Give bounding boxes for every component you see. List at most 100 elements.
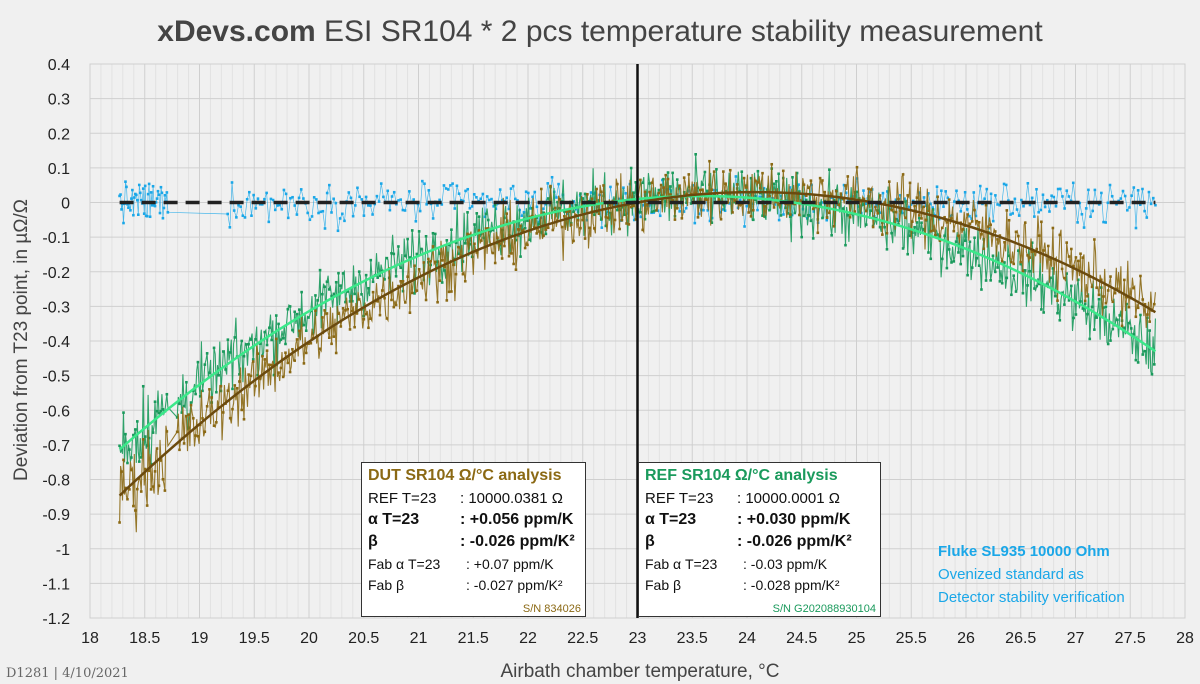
series-ref-point <box>821 216 824 220</box>
series-dut-point <box>436 300 439 304</box>
series-dut-point <box>805 194 808 198</box>
fluke-info-box: Fluke SL935 10000 Ohm Ovenized standard … <box>938 540 1178 609</box>
series-ref-point <box>1083 302 1087 306</box>
series-fluke-point <box>267 220 271 224</box>
series-dut-point <box>1023 221 1027 224</box>
series-dut-point <box>1005 209 1009 212</box>
series-ref-point <box>159 409 163 413</box>
series-dut-point <box>452 263 456 267</box>
series-dut-point <box>929 229 933 233</box>
series-fluke-point <box>235 216 238 219</box>
series-ref-point <box>392 252 396 256</box>
series-dut-point <box>816 231 820 235</box>
series-dut-point <box>669 193 672 196</box>
series-ref-point <box>777 172 780 176</box>
series-ref-point <box>989 279 992 282</box>
series-ref-point <box>996 266 999 269</box>
series-dut-point <box>332 335 336 338</box>
series-dut-point <box>1056 299 1059 302</box>
series-fluke-point <box>297 196 301 200</box>
y-tick-label: 0.4 <box>48 57 70 74</box>
series-ref-point <box>853 191 856 194</box>
series-fluke-point <box>343 219 346 223</box>
series-dut-point <box>1143 302 1147 306</box>
series-ref-point <box>765 188 769 191</box>
series-dut-point <box>424 298 428 302</box>
series-dut-point <box>130 468 133 472</box>
series-fluke-point <box>392 190 396 194</box>
series-fluke-point <box>1147 190 1151 194</box>
series-ref-point <box>1116 318 1119 322</box>
series-ref-point <box>1139 313 1142 317</box>
series-fluke-point <box>955 189 958 193</box>
series-ref-point <box>198 395 202 398</box>
series-dut-point <box>998 234 1002 237</box>
series-ref-point <box>1132 332 1135 336</box>
series-fluke-point <box>139 198 143 202</box>
series-fluke-point <box>715 188 718 192</box>
series-dut-point <box>1123 278 1126 282</box>
series-dut-point <box>353 325 356 329</box>
series-dut-point <box>980 232 983 236</box>
series-dut-point <box>185 414 188 418</box>
series-dut-point <box>832 224 836 228</box>
series-dut-point <box>650 181 654 185</box>
series-ref-point <box>327 288 331 291</box>
series-fluke-point <box>1106 201 1110 205</box>
series-fluke-point <box>241 214 245 217</box>
series-dut-point <box>758 186 762 190</box>
series-ref-point <box>1005 276 1009 280</box>
series-dut-point <box>143 467 147 471</box>
series-fluke-point <box>626 212 630 215</box>
series-dut-point <box>413 264 416 268</box>
series-fluke-point <box>639 215 643 219</box>
series-dut-point <box>894 210 898 214</box>
series-ref-point <box>279 338 283 341</box>
series-dut-point <box>788 213 792 216</box>
series-dut-point <box>516 228 520 231</box>
series-fluke-point <box>126 202 129 206</box>
series-fluke-point <box>1002 182 1006 186</box>
series-ref-point <box>675 178 679 181</box>
ref-fab-beta-val: : -0.028 ppm/K² <box>743 576 840 593</box>
series-dut-point <box>443 265 446 269</box>
series-dut-point <box>639 178 642 182</box>
series-ref-point <box>936 233 939 236</box>
series-ref-point <box>641 181 644 185</box>
series-dut-point <box>973 208 976 212</box>
series-fluke-point <box>122 221 125 225</box>
series-ref-point <box>270 338 273 342</box>
series-dut-point <box>685 192 688 196</box>
series-dut-point <box>503 244 506 248</box>
series-dut-point <box>583 237 587 240</box>
series-fluke-point <box>1093 188 1097 192</box>
series-dut-point <box>1074 256 1078 259</box>
series-fluke-point <box>622 186 625 189</box>
series-fluke-point <box>998 203 1002 207</box>
series-fluke-point <box>131 188 134 192</box>
series-dut-point <box>993 230 997 233</box>
series-fluke-point <box>996 203 999 206</box>
series-fluke-point <box>479 197 483 201</box>
series-dut-point <box>514 268 518 271</box>
series-dut-point <box>247 373 250 376</box>
series-dut-point <box>1067 255 1071 258</box>
series-fluke-point <box>682 210 686 213</box>
series-ref-point <box>968 240 972 244</box>
series-fluke-point <box>302 197 305 200</box>
series-ref-point <box>221 350 225 353</box>
series-dut-point <box>742 176 746 180</box>
series-ref-point <box>913 225 916 229</box>
series-dut-point <box>620 218 624 222</box>
series-dut-point <box>775 200 778 204</box>
series-fluke-point <box>325 191 329 195</box>
series-ref-point <box>274 314 278 317</box>
series-ref-point <box>583 192 587 196</box>
series-ref-point <box>1063 303 1066 306</box>
series-dut-point <box>724 182 727 186</box>
series-dut-point <box>818 176 822 180</box>
series-dut-point <box>825 216 829 220</box>
series-ref-point <box>632 191 635 194</box>
series-ref-point <box>415 252 419 256</box>
series-dut-point <box>821 179 824 182</box>
